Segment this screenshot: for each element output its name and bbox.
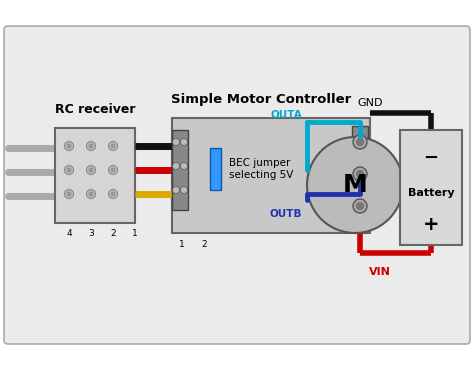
Text: 1: 1 [179, 240, 185, 249]
Text: 2: 2 [110, 229, 116, 238]
Bar [172, 130, 188, 210]
Bar [400, 130, 462, 245]
Circle shape [353, 199, 367, 213]
Circle shape [86, 141, 95, 150]
Circle shape [89, 168, 93, 172]
Circle shape [356, 202, 364, 210]
Circle shape [86, 190, 95, 199]
Circle shape [111, 144, 115, 148]
Circle shape [356, 138, 364, 146]
Circle shape [111, 192, 115, 196]
Circle shape [173, 163, 180, 169]
Bar [172, 118, 370, 233]
Circle shape [181, 163, 188, 169]
Text: M: M [343, 173, 367, 197]
Circle shape [64, 141, 73, 150]
Text: 3: 3 [88, 229, 94, 238]
Circle shape [109, 190, 118, 199]
Circle shape [109, 141, 118, 150]
Text: 4: 4 [66, 229, 72, 238]
Circle shape [181, 138, 188, 146]
Circle shape [64, 190, 73, 199]
Circle shape [89, 144, 93, 148]
Text: GND: GND [357, 98, 383, 108]
Circle shape [173, 186, 180, 194]
Bar [352, 126, 368, 224]
Circle shape [109, 166, 118, 174]
Bar [55, 128, 135, 223]
Circle shape [67, 168, 71, 172]
Circle shape [89, 192, 93, 196]
Circle shape [353, 167, 367, 181]
Circle shape [307, 137, 403, 233]
Circle shape [356, 171, 364, 177]
Circle shape [86, 166, 95, 174]
Bar [210, 148, 221, 190]
Text: OUTB: OUTB [270, 209, 302, 219]
Text: Battery: Battery [408, 188, 454, 197]
FancyBboxPatch shape [4, 26, 470, 344]
Text: −: − [423, 149, 438, 167]
Text: Simple Motor Controller: Simple Motor Controller [171, 93, 351, 106]
Text: OUTA: OUTA [270, 110, 302, 120]
Text: 1: 1 [132, 229, 138, 238]
Text: 2: 2 [201, 240, 207, 249]
Text: +: + [423, 216, 439, 235]
Circle shape [67, 192, 71, 196]
Text: VIN: VIN [369, 267, 391, 277]
Text: BEC jumper
selecting 5V: BEC jumper selecting 5V [229, 158, 293, 180]
Circle shape [181, 186, 188, 194]
Text: RC receiver: RC receiver [55, 103, 135, 116]
Circle shape [173, 138, 180, 146]
Circle shape [111, 168, 115, 172]
Circle shape [64, 166, 73, 174]
Circle shape [353, 135, 367, 149]
Circle shape [67, 144, 71, 148]
